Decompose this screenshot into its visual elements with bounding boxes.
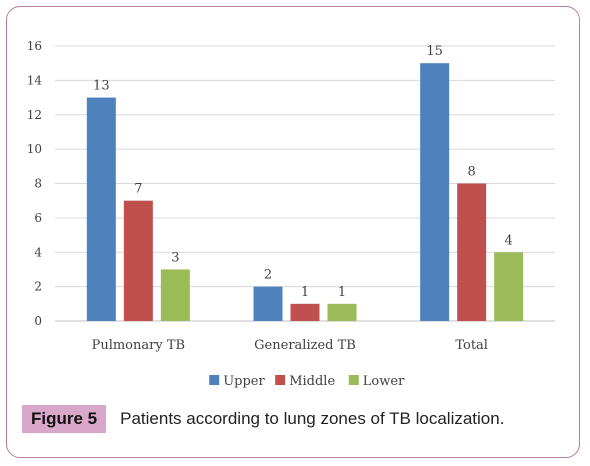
data-label: 15 bbox=[426, 44, 443, 59]
bar-middle bbox=[123, 200, 153, 321]
y-tick-label: 16 bbox=[27, 39, 42, 53]
bar-lower bbox=[494, 252, 524, 321]
figure-caption: Figure 5 Patients according to lung zone… bbox=[22, 404, 504, 434]
data-label: 4 bbox=[505, 233, 513, 248]
legend-label: Upper bbox=[223, 374, 265, 389]
x-category-label: Pulmonary TB bbox=[92, 338, 185, 353]
y-tick-label: 12 bbox=[27, 108, 42, 122]
data-label: 13 bbox=[93, 79, 110, 94]
y-tick-label: 8 bbox=[34, 177, 42, 191]
data-label: 7 bbox=[134, 182, 142, 197]
bar-lower bbox=[160, 269, 190, 321]
data-label: 1 bbox=[338, 285, 346, 300]
data-label: 8 bbox=[468, 165, 476, 180]
data-label: 3 bbox=[171, 250, 179, 265]
bar-upper bbox=[420, 63, 450, 321]
bar-upper bbox=[253, 286, 283, 321]
y-tick-label: 6 bbox=[34, 211, 42, 225]
bar-middle bbox=[290, 303, 320, 321]
figure-label: Figure 5 bbox=[22, 405, 107, 433]
x-category-label: Total bbox=[455, 338, 488, 353]
legend-swatch-upper bbox=[209, 375, 220, 385]
data-label: 2 bbox=[264, 268, 272, 283]
x-category-label: Generalized TB bbox=[254, 338, 356, 353]
legend-swatch-lower bbox=[348, 375, 359, 385]
legend-label: Middle bbox=[289, 374, 335, 389]
legend-label: Lower bbox=[363, 374, 405, 389]
y-tick-label: 10 bbox=[27, 142, 42, 156]
y-tick-label: 2 bbox=[34, 280, 42, 294]
y-tick-label: 4 bbox=[34, 245, 42, 259]
y-tick-label: 0 bbox=[34, 314, 42, 328]
bar-upper bbox=[86, 97, 116, 321]
data-label: 1 bbox=[301, 285, 309, 300]
y-tick-label: 14 bbox=[27, 73, 43, 87]
figure-caption-text: Patients according to lung zones of TB l… bbox=[120, 409, 505, 428]
legend-swatch-middle bbox=[275, 375, 286, 385]
bar-lower bbox=[327, 303, 357, 321]
bar-chart: 0 2 4 6 8 10 12 14 16 13 7 3 Pulmonary TB 2 1 1 Generali… bbox=[27, 39, 555, 389]
bar-middle bbox=[457, 183, 487, 321]
